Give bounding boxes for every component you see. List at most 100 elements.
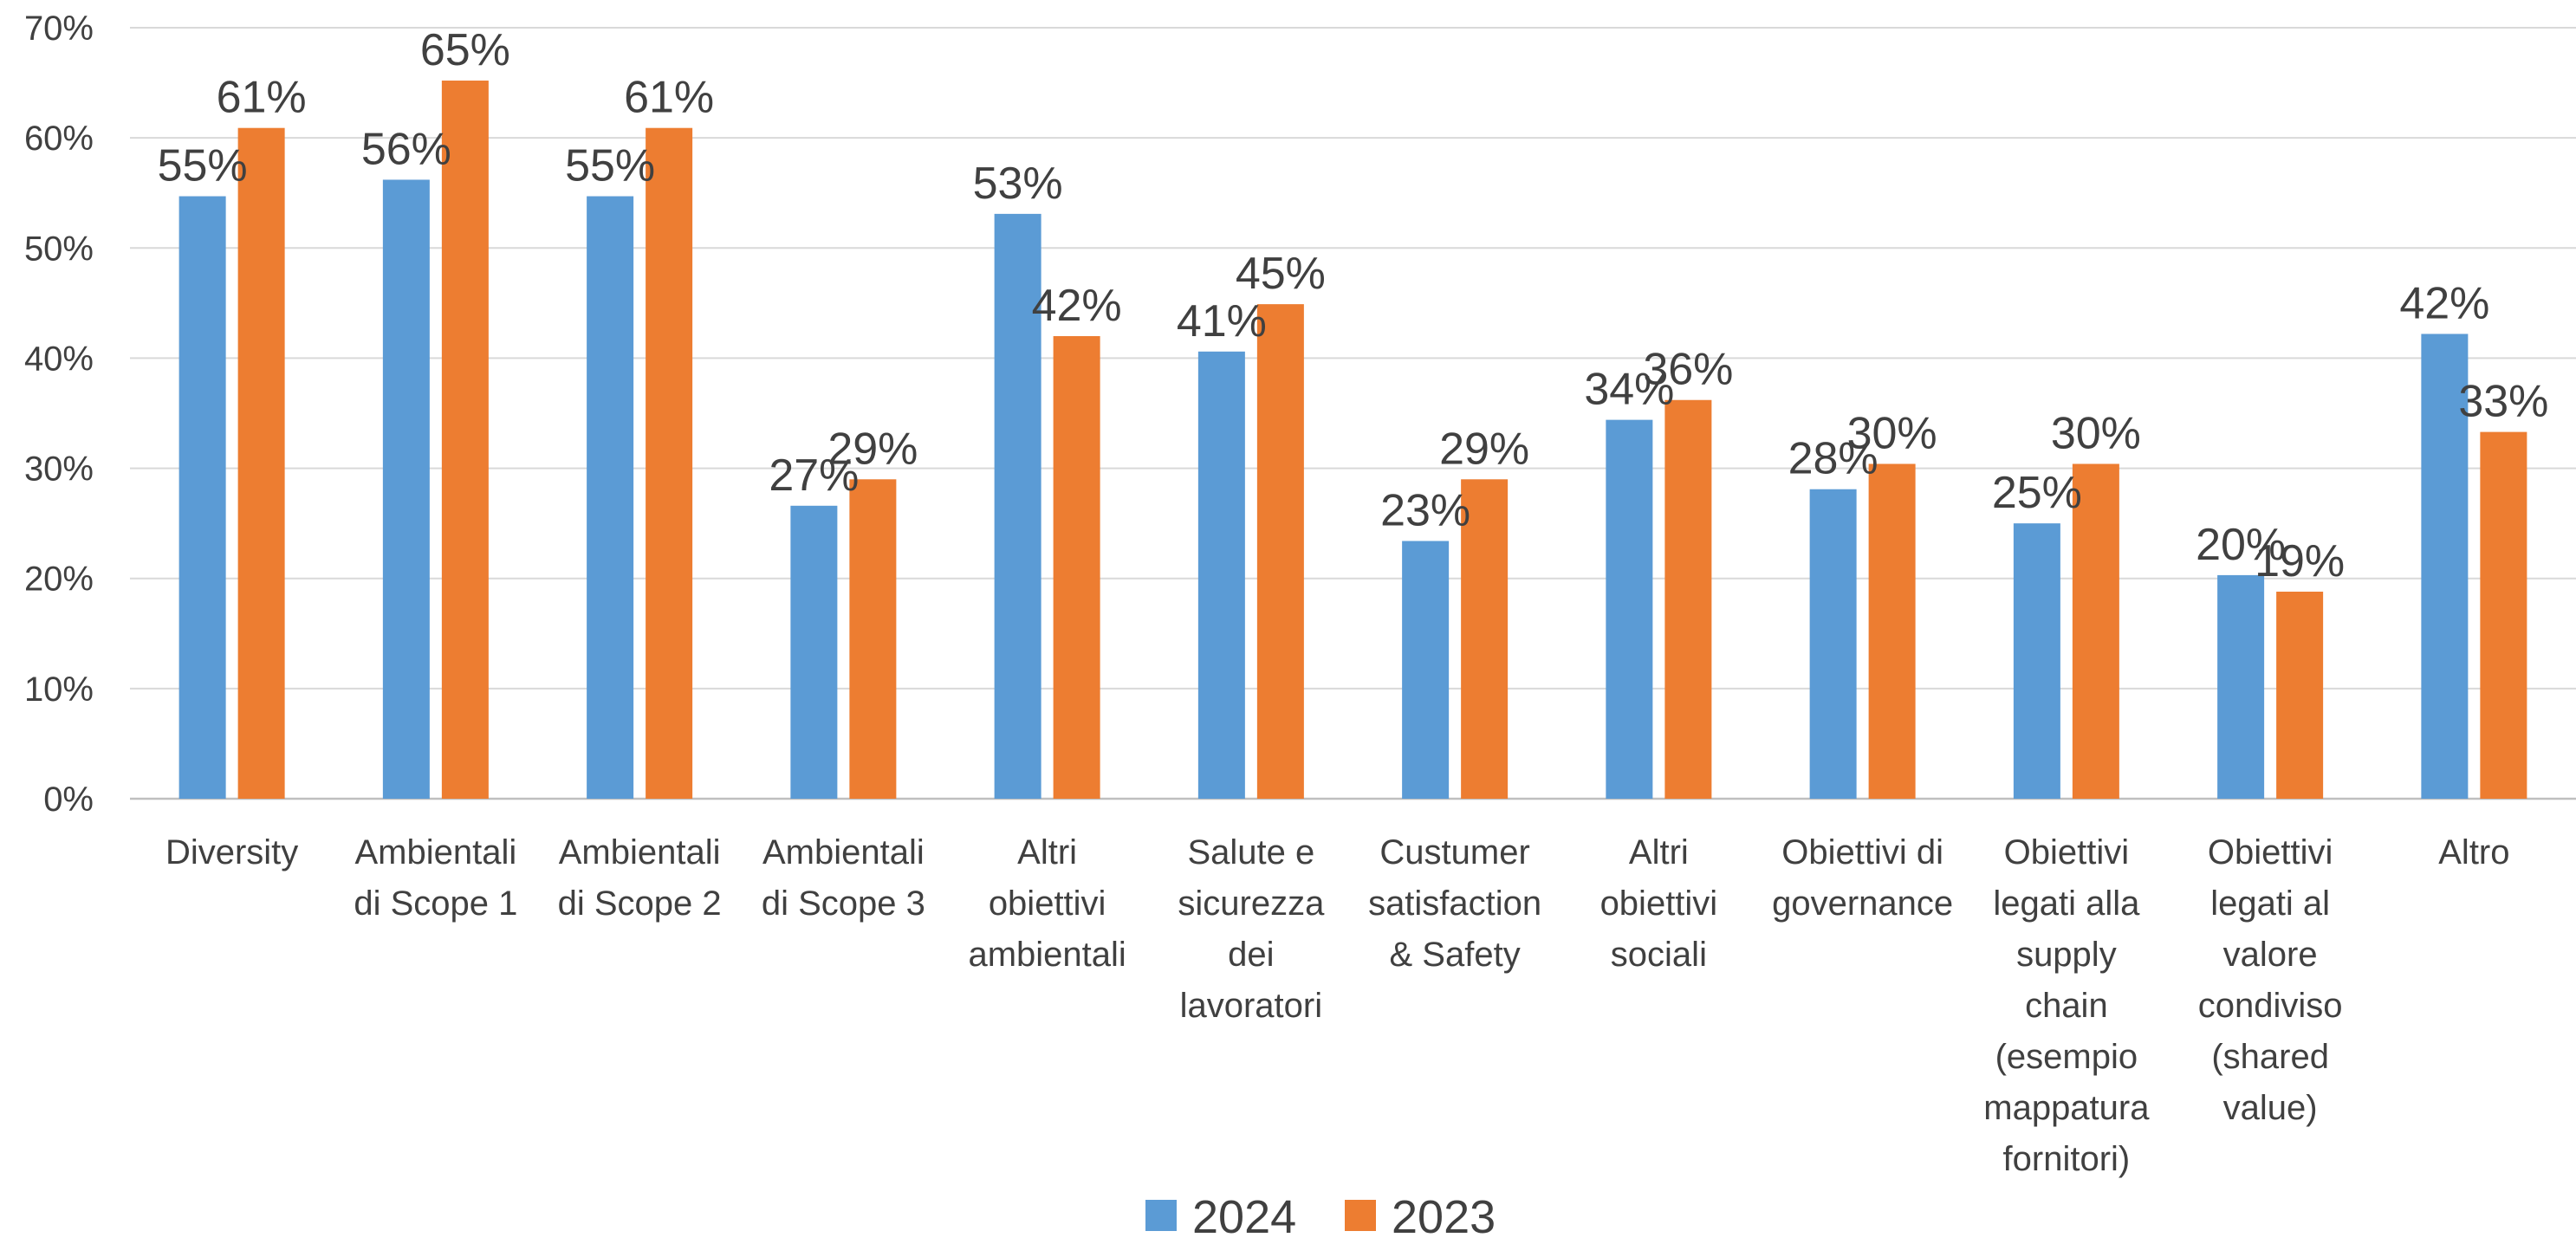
bar-2024 [2217,574,2265,799]
bar-2023 [1868,463,1916,799]
data-label: 30% [1847,408,1937,458]
bar-2023 [1053,336,1100,799]
legend-swatch-2024 [1145,1200,1177,1231]
x-category-label: Altro [2438,833,2509,871]
data-label: 53% [973,159,1063,209]
x-category-label: obiettivi [1600,884,1718,923]
data-label: 29% [827,424,918,474]
y-tick-label: 60% [24,120,94,158]
data-label: 30% [2051,408,2141,458]
x-axis-labels: Diversity Ambientali di Scope 1 Ambientali d… [165,833,2510,1178]
x-category-label: ambientali [968,936,1126,974]
x-category-label: sicurezza [1178,884,1325,923]
data-label: 29% [1439,424,1529,474]
x-category-label: Ambientali [354,833,516,871]
gridlines [130,27,2576,800]
y-tick-label: 20% [24,560,94,599]
bar-2023 [1664,399,1712,799]
bar-2023 [646,127,693,799]
legend-swatch-2023 [1345,1200,1376,1231]
x-category-label: satisfaction [1368,884,1541,923]
bar-2024 [1606,419,1653,799]
bar-2024 [587,196,634,799]
x-category-label: di Scope 3 [762,884,925,923]
x-category-label: Ambientali [559,833,721,871]
data-label: 34% [1584,365,1674,415]
x-category-label: Diversity [165,833,298,871]
x-category-label: Custumer [1379,833,1529,871]
data-label: 61% [624,73,714,123]
data-label: 27% [769,450,859,501]
data-label: 55% [565,141,655,191]
x-category-label: Ambientali [762,833,925,871]
y-tick-label: 40% [24,340,94,378]
data-labels: 55%61%56%65%55%61%27%29%53%42% 41%45%23%2… [158,25,2549,586]
bar-2024 [1197,351,1245,799]
data-label: 20% [2196,520,2286,570]
bar-2023 [2480,431,2527,799]
data-label: 56% [361,124,451,174]
x-category-label: mappatura [1983,1089,2150,1127]
data-label: 36% [1643,345,1733,395]
data-label: 65% [420,25,510,75]
y-tick-label: 50% [24,230,94,268]
x-category-label: di Scope 2 [558,884,722,923]
data-label: 25% [1992,468,2082,518]
x-category-label: dei [1228,936,1274,974]
bar-2024 [1809,489,1857,799]
x-category-label: Altri [1017,833,1077,871]
x-category-label: chain [2025,987,2108,1025]
data-label: 33% [2458,377,2548,427]
y-tick-label: 10% [24,671,94,709]
y-tick-label: 70% [24,10,94,48]
x-category-label: governance [1772,884,1953,923]
legend: 2024 2023 [1145,1191,1496,1243]
bar-2023 [237,127,285,799]
legend-label: 2024 [1192,1191,1296,1243]
bar-2024 [2013,523,2060,799]
bars [178,81,2527,800]
x-category-label: sociali [1611,936,1707,974]
x-category-label: obiettivi [989,884,1106,923]
y-axis-ticks: 0% 10% 20% 30% 40% 50% 60% 70% [24,10,94,819]
x-category-label: Obiettivi [2004,833,2130,871]
data-label: 42% [1032,281,1122,331]
x-category-label: Obiettivi [2208,833,2333,871]
x-category-label: Obiettivi di [1781,833,1943,871]
data-label: 55% [158,141,248,191]
data-label: 19% [2255,536,2345,586]
x-category-label: (esempio [1995,1038,2138,1076]
legend-label: 2023 [1392,1191,1496,1243]
x-category-label: legati al [2210,884,2330,923]
data-label: 41% [1177,296,1267,347]
data-label: 28% [1788,434,1878,484]
x-category-label: supply [2016,936,2117,974]
bar-2024 [790,505,838,799]
x-category-label: di Scope 1 [354,884,517,923]
bar-2024 [2421,334,2469,799]
data-label: 45% [1236,249,1326,299]
y-tick-label: 30% [24,450,94,489]
bar-2023 [1256,304,1304,800]
bar-2023 [441,81,489,800]
bar-2024 [994,213,1041,799]
bar-2023 [2276,591,2324,799]
bar-2023 [1461,479,1509,799]
bar-2023 [2072,463,2119,799]
x-category-label: & Safety [1390,936,1521,974]
x-category-label: Salute e [1187,833,1314,871]
x-category-label: valore [2223,936,2318,974]
data-label: 23% [1380,485,1470,535]
x-category-label: Altri [1629,833,1689,871]
x-category-label: value) [2223,1089,2318,1127]
x-category-label: lavoratori [1180,987,1323,1025]
x-category-label: legati alla [1993,884,2140,923]
bar-2024 [1402,541,1450,799]
bar-2024 [178,196,226,799]
bar-2024 [382,179,430,799]
bar-2023 [849,479,897,799]
y-tick-label: 0% [43,781,94,819]
x-category-label: (shared [2211,1038,2329,1076]
data-label: 42% [2399,278,2489,328]
